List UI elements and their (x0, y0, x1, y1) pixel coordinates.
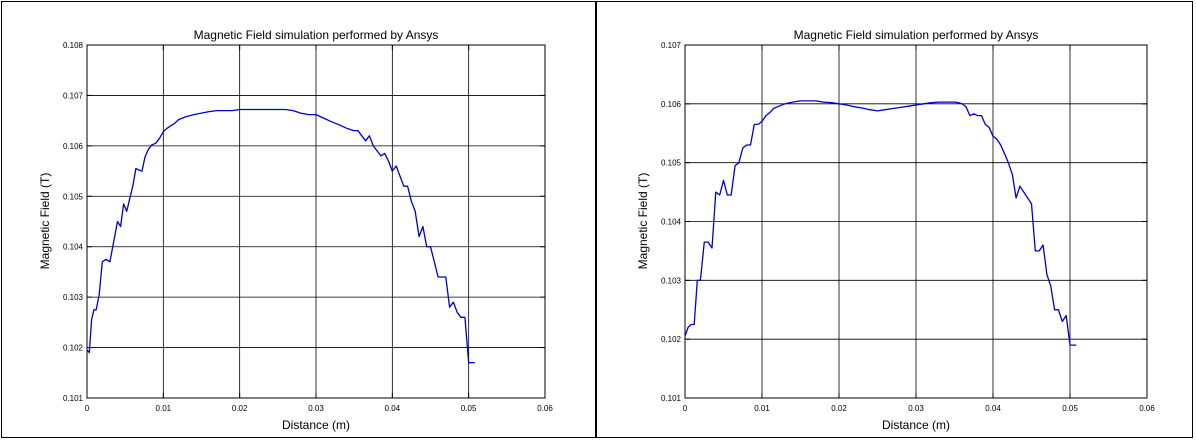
y-tick-label: 0.102 (63, 344, 84, 353)
x-tick-label: 0.03 (908, 404, 924, 413)
y-tick-label: 0.101 (661, 394, 682, 403)
x-tick-label: 0.04 (385, 404, 401, 413)
series-line (684, 100, 1077, 346)
x-tick-label: 0.02 (831, 404, 847, 413)
x-tick-label: 0.05 (461, 404, 477, 413)
x-tick-label: 0.01 (156, 404, 172, 413)
y-tick-label: 0.106 (63, 142, 84, 151)
x-tick-label: 0.06 (537, 404, 553, 413)
y-tick-label: 0.106 (661, 100, 682, 109)
y-tick-label: 0.104 (661, 218, 682, 227)
y-axis-label: Magnetic Field (T) (636, 173, 650, 270)
series-line (86, 108, 475, 364)
y-tick-label: 0.102 (661, 335, 682, 344)
x-tick-label: 0.03 (308, 404, 324, 413)
y-tick-label: 0.105 (63, 192, 84, 201)
chart-left: 0 0.01 0.02 0.03 0.04 0.05 0.06 0.101 0.102 0.103… (38, 28, 553, 432)
chart-title: Magnetic Field simulation performed by A… (194, 28, 439, 42)
x-tick-label: 0.06 (1139, 404, 1155, 413)
x-axis-label: Distance (m) (882, 418, 950, 432)
y-tick-label: 0.104 (63, 243, 84, 252)
x-tick-label: 0.04 (985, 404, 1001, 413)
y-tick-label: 0.103 (661, 276, 682, 285)
y-tick-label: 0.105 (661, 159, 682, 168)
y-axis-label: Magnetic Field (T) (38, 173, 52, 270)
x-tick-label: 0 (683, 404, 688, 413)
x-tick-label: 0 (85, 404, 90, 413)
y-tick-label: 0.108 (63, 41, 84, 50)
y-tick-label: 0.107 (661, 41, 682, 50)
y-tick-label: 0.107 (63, 91, 84, 100)
chart-title: Magnetic Field simulation performed by A… (794, 28, 1039, 42)
y-tick-label: 0.103 (63, 293, 84, 302)
y-tick-label: 0.101 (63, 394, 84, 403)
chart-right: 0 0.01 0.02 0.03 0.04 0.05 0.06 0.101 0.102 0.103… (636, 28, 1155, 432)
x-tick-label: 0.02 (232, 404, 248, 413)
panel-divider (595, 1, 597, 438)
x-axis-label: Distance (m) (282, 418, 350, 432)
x-tick-label: 0.05 (1062, 404, 1078, 413)
x-tick-label: 0.01 (754, 404, 770, 413)
